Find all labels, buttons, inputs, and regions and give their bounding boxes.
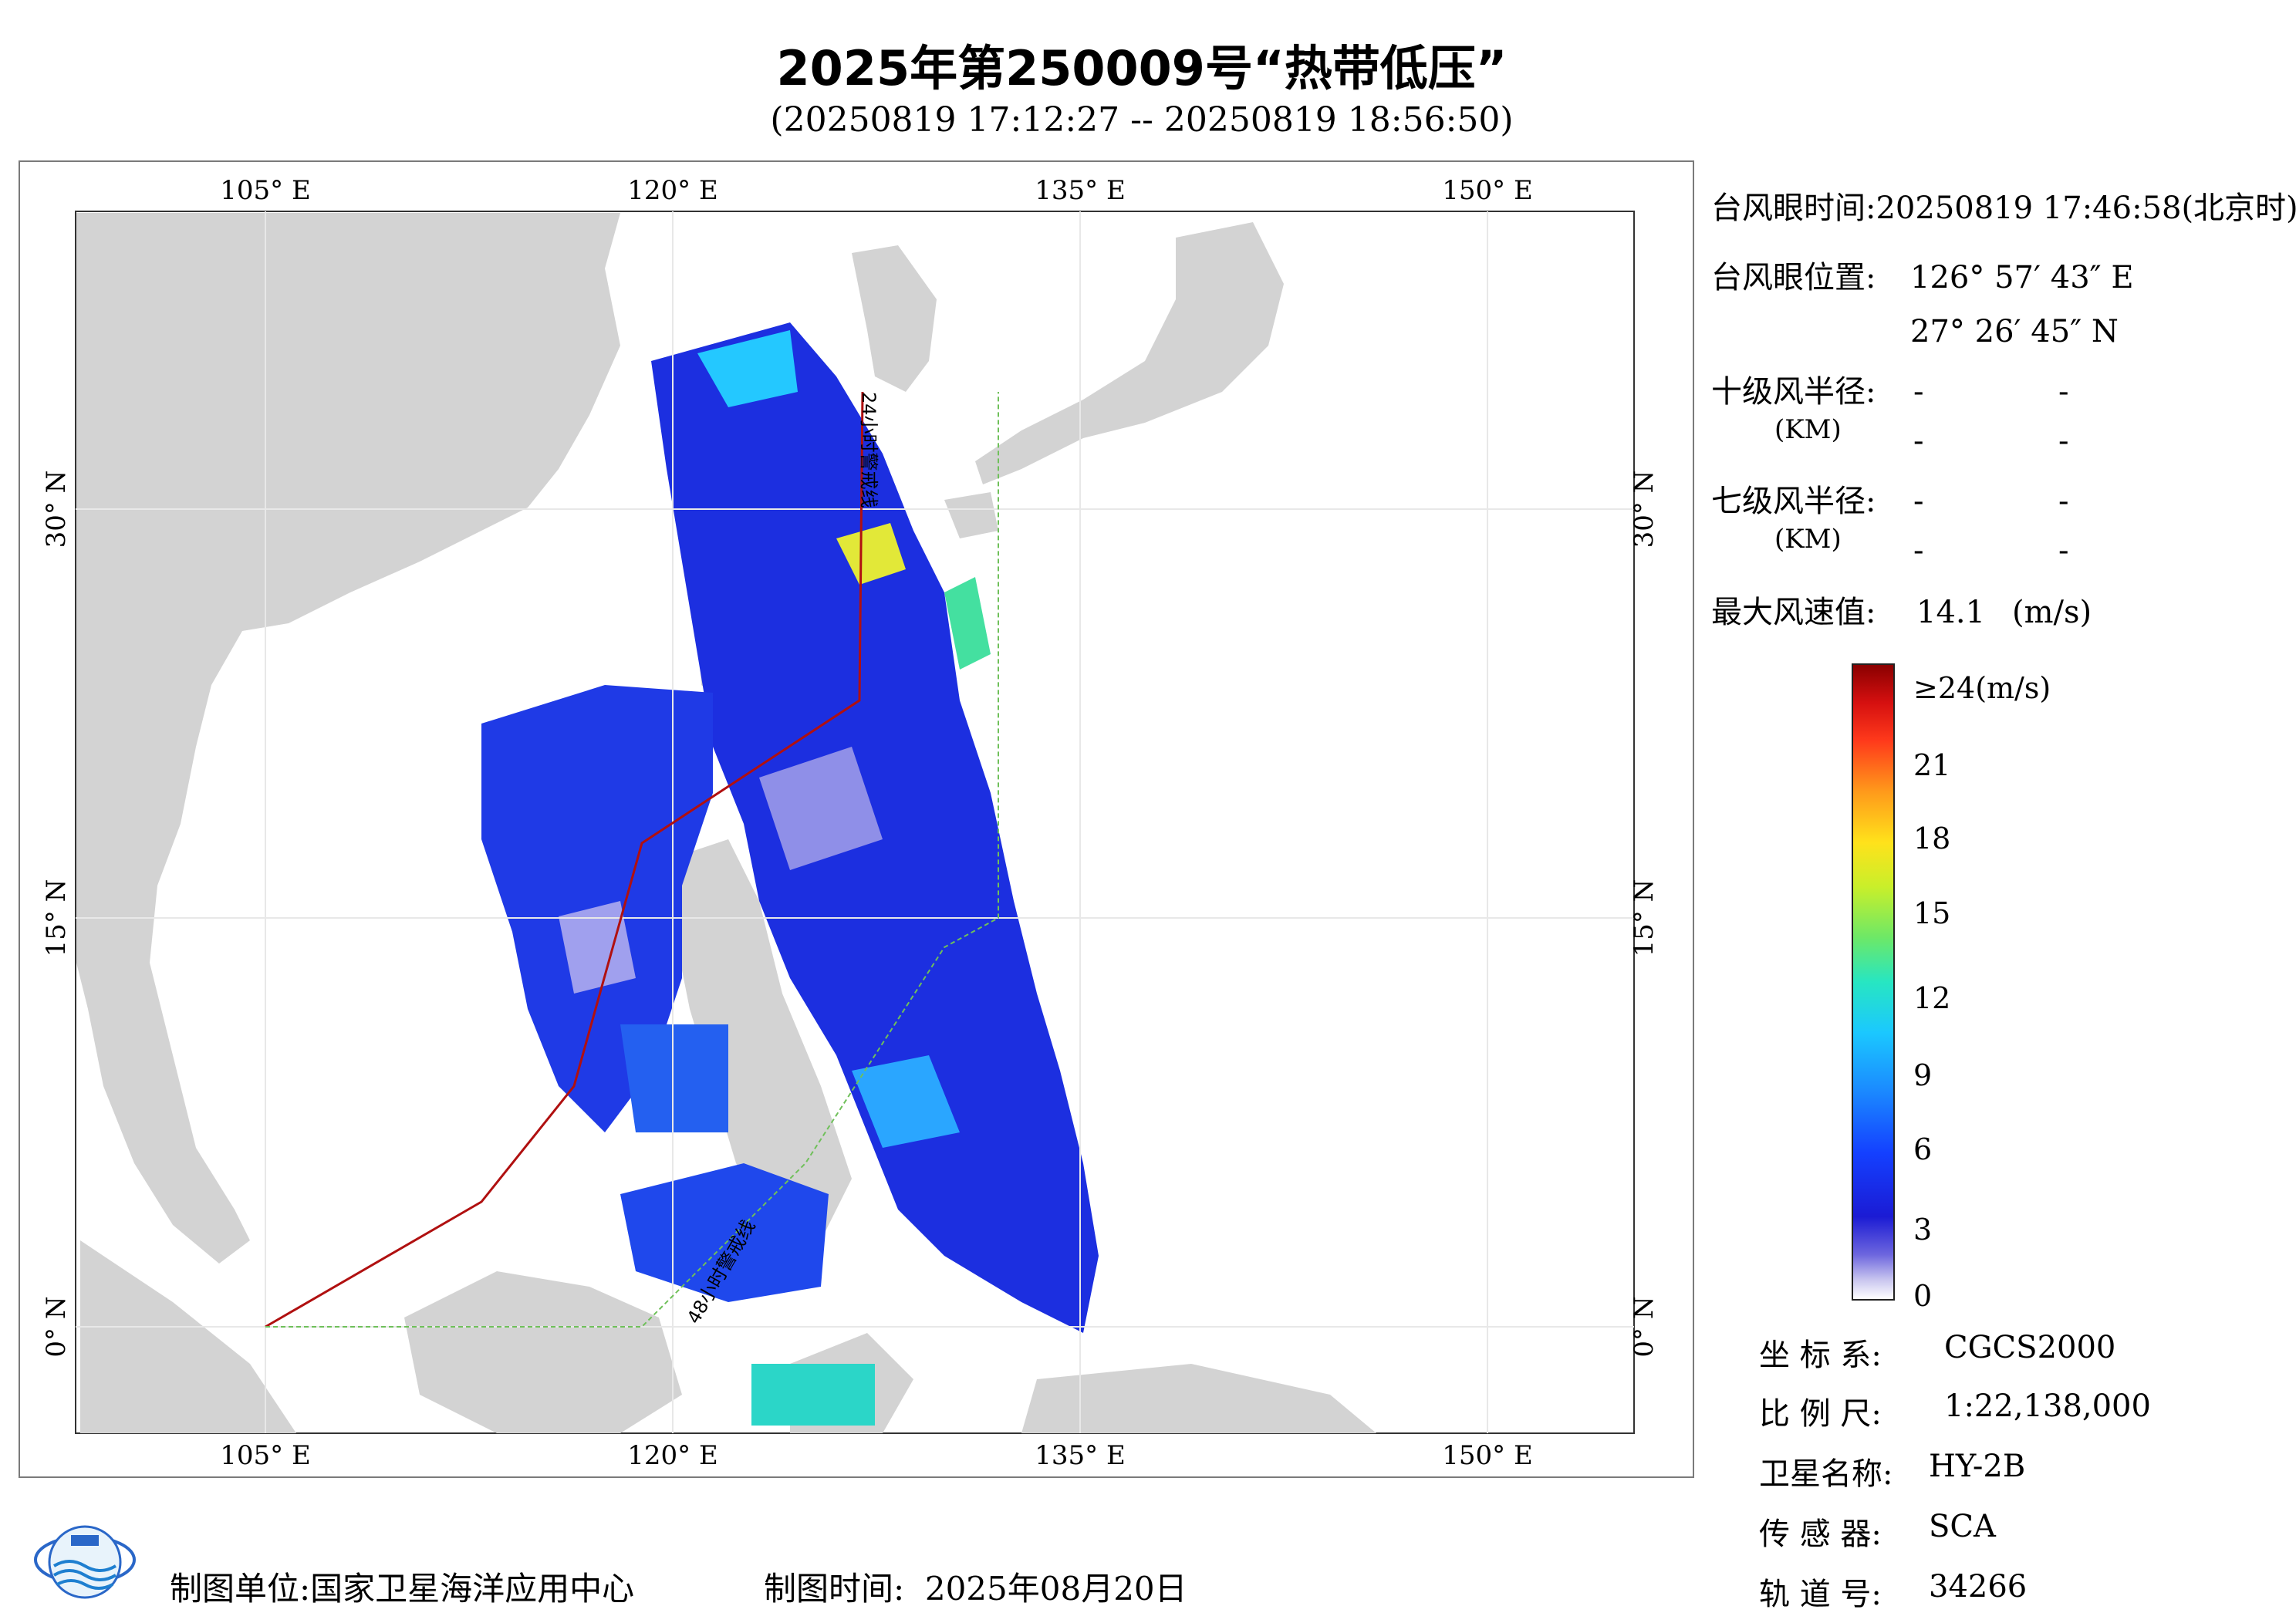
lon-tick-bottom-135: 135° E (1035, 1440, 1126, 1471)
r7-dash-4: - (2058, 533, 2069, 569)
r10-km-label: (KM) (1774, 414, 1842, 445)
orbit-value: 34266 (1929, 1569, 2028, 1604)
r7-dash-3: - (1913, 533, 1924, 569)
satellite-value: HY-2B (1929, 1449, 2026, 1484)
producer-label: 制图单位: (170, 1570, 311, 1608)
max-wind-value: 14.1 (1916, 595, 1986, 630)
max-wind-label: 最大风速值: (1711, 595, 1876, 630)
r7-label: 七级风半径: (1711, 484, 1876, 519)
r10-dash-2: - (2058, 374, 2069, 410)
r10-label: 十级风半径: (1711, 374, 1876, 410)
wind-field-map: 24小时警戒线 48小时警戒线 105° E 120° E 135° E 150… (41, 175, 1660, 1471)
lon-tick-bottom-150: 150° E (1442, 1440, 1533, 1471)
eye-time-label: 台风眼时间: (1711, 191, 1876, 226)
colorbar-tick-3: 3 (1913, 1213, 1933, 1247)
lon-tick-top-120: 120° E (627, 175, 718, 206)
nsoas-logo-icon (34, 1525, 136, 1599)
r10-dash-3: - (1913, 423, 1924, 459)
sensor-value: SCA (1929, 1509, 1996, 1544)
r10-dash-4: - (2058, 423, 2069, 459)
orbit-label: 轨 道 号: (1759, 1577, 1882, 1612)
alert-line-24h-label: 24小时警戒线 (858, 392, 880, 508)
scale-label: 比 例 尺: (1759, 1396, 1882, 1432)
map-title: 2025年第250009号“热带低压” (776, 40, 1508, 96)
colorbar-tick-21: 21 (1913, 748, 1951, 782)
eye-time-value: 20250819 17:46:58(北京时) (1876, 191, 2296, 226)
sensor-label: 传 感 器: (1759, 1517, 1882, 1552)
max-wind-unit: (m/s) (2012, 595, 2092, 630)
production-time-line: 制图时间: 2025年08月20日 (764, 1563, 1187, 1610)
colorbar-tick-18: 18 (1913, 822, 1951, 855)
alert-line-24h (265, 391, 864, 1328)
colorbar-tick-12: 12 (1913, 981, 1951, 1015)
lat-tick-left-30: 30° N (41, 471, 72, 548)
r7-dash-1: - (1913, 484, 1924, 519)
lon-tick-bottom-105: 105° E (220, 1440, 311, 1471)
production-time-label: 制图时间: (764, 1570, 905, 1608)
colorbar-top-label: ≥24(m/s) (1913, 671, 2051, 705)
colorbar-tick-9: 9 (1913, 1058, 1933, 1092)
crs-value: CGCS2000 (1944, 1330, 2116, 1365)
lat-tick-left-0: 0° N (41, 1296, 72, 1357)
producer-line: 制图单位:国家卫星海洋应用中心 (170, 1563, 634, 1610)
lat-tick-right-30: 30° N (1629, 471, 1660, 548)
alert-line-48h (265, 392, 999, 1328)
axis-labels: 105° E 120° E 135° E 150° E 105° E 120° … (41, 175, 1660, 1471)
producer-value: 国家卫星海洋应用中心 (310, 1570, 635, 1608)
satellite-label: 卫星名称: (1759, 1456, 1893, 1492)
scale-value: 1:22,138,000 (1944, 1388, 2151, 1424)
map-frame (19, 160, 1694, 1478)
lon-tick-bottom-120: 120° E (627, 1440, 718, 1471)
colorbar-tick-15: 15 (1913, 896, 1951, 930)
r7-km-label: (KM) (1774, 524, 1842, 555)
lon-tick-top-105: 105° E (220, 175, 311, 206)
eye-pos-label: 台风眼位置: (1711, 260, 1876, 295)
r10-dash-1: - (1913, 374, 1924, 410)
lat-tick-right-0: 0° N (1629, 1296, 1660, 1357)
crs-label: 坐 标 系: (1759, 1338, 1882, 1373)
lon-tick-top-135: 135° E (1035, 175, 1126, 206)
eye-lon: 126° 57′ 43″ E (1910, 260, 2134, 295)
wind-speed-colorbar (1852, 663, 1895, 1301)
r7-dash-2: - (2058, 484, 2069, 519)
lon-tick-top-150: 150° E (1442, 175, 1533, 206)
eye-lat: 27° 26′ 45″ N (1910, 314, 2119, 349)
lat-tick-left-15: 15° N (41, 879, 72, 957)
production-time-value: 2025年08月20日 (924, 1570, 1187, 1608)
lat-tick-right-15: 15° N (1629, 879, 1660, 957)
colorbar-tick-0: 0 (1913, 1279, 1933, 1313)
map-subtitle: (20250819 17:12:27 -- 20250819 18:56:50) (770, 100, 1514, 140)
colorbar-tick-6: 6 (1913, 1132, 1933, 1166)
